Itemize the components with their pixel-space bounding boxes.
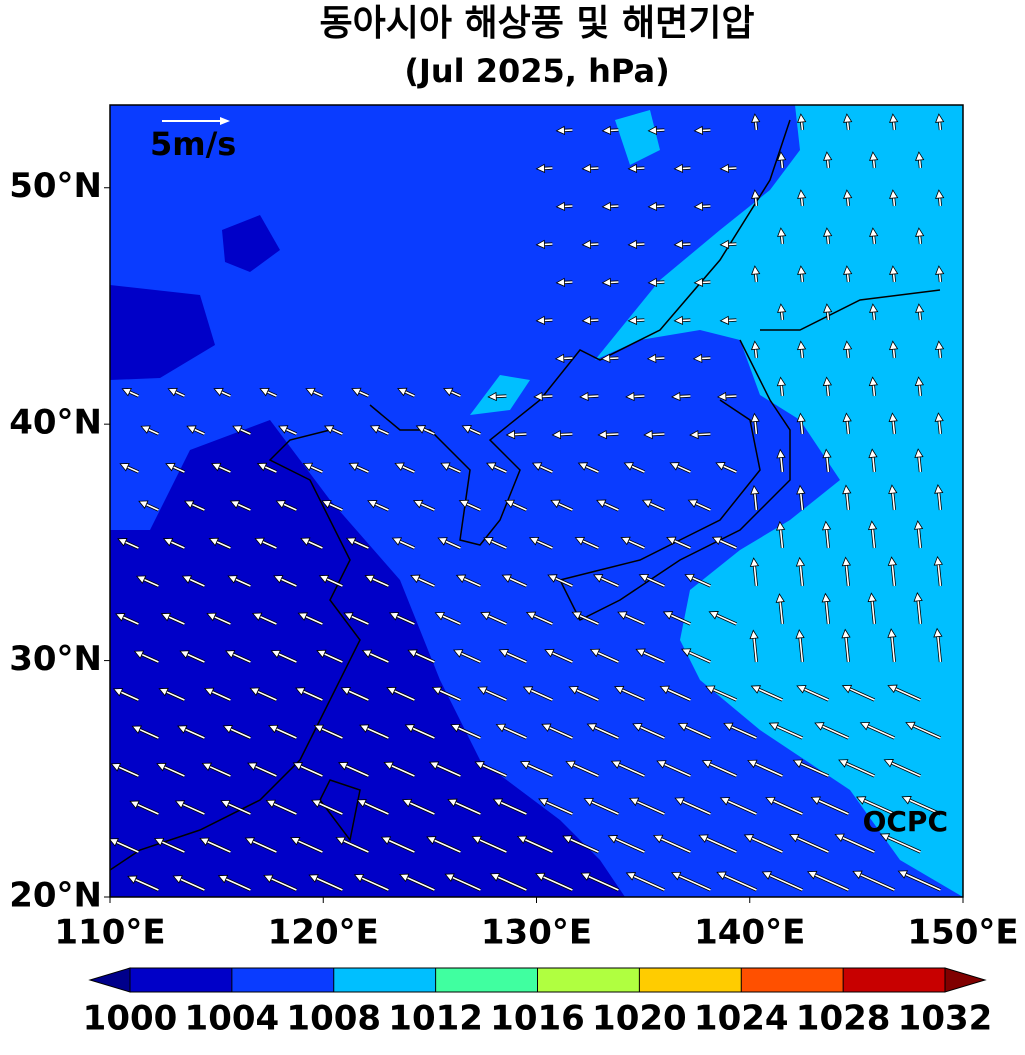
colorbar-label: 1024: [694, 999, 789, 1039]
wind-arrow: [781, 385, 782, 396]
wind-arrow: [874, 312, 875, 320]
wind-arrow: [940, 198, 941, 206]
colorbar-bin: [741, 968, 843, 992]
wind-arrow: [894, 349, 895, 358]
x-tick-label: 150°E: [907, 913, 1018, 953]
wind-arrow: [828, 160, 829, 168]
colorbar-bin: [436, 968, 538, 992]
colorbar-bin: [538, 968, 640, 992]
wind-arrow: [802, 274, 803, 282]
wind-arrow: [560, 434, 572, 435]
map-area: [109, 105, 963, 897]
wind-arrow: [920, 160, 921, 168]
colorbar-label: 1004: [185, 999, 280, 1039]
wind-arrow: [756, 122, 757, 130]
wind-arrow: [920, 312, 921, 320]
x-tick-label: 130°E: [481, 913, 592, 953]
watermark: OCPC: [863, 805, 948, 838]
wind-arrow: [606, 434, 618, 435]
subtitle: (Jul 2025, hPa): [404, 52, 669, 90]
wind-arrow: [873, 385, 874, 396]
x-tick-label: 110°E: [54, 913, 165, 953]
colorbar-label: 1012: [388, 999, 483, 1039]
wind-arrow: [874, 236, 875, 244]
colorbar-bin: [232, 968, 334, 992]
wind-arrow: [940, 274, 941, 282]
wind-arrow: [894, 122, 895, 130]
wind-arrow: [698, 434, 710, 435]
colorbar-bin: [639, 968, 741, 992]
wind-arrow: [940, 122, 941, 130]
colorbar-under: [90, 968, 130, 992]
wind-arrow: [634, 396, 644, 397]
colorbar-label: 1028: [796, 999, 891, 1039]
y-tick-label: 20°N: [9, 876, 102, 916]
colorbar-over: [945, 968, 985, 992]
wind-arrow: [652, 434, 664, 435]
wind-arrow: [588, 396, 598, 397]
wind-arrow: [802, 122, 803, 130]
wind-arrow: [680, 396, 691, 397]
colorbar-bin: [130, 968, 232, 992]
colorbar-bin: [334, 968, 436, 992]
x-tick-label: 120°E: [268, 913, 379, 953]
wind-arrow: [542, 396, 552, 397]
colorbar-label: 1020: [592, 999, 687, 1039]
wind-arrow: [726, 396, 737, 397]
wind-arrow: [756, 198, 757, 206]
wind-arrow: [802, 198, 803, 206]
colorbar-label: 1000: [83, 999, 178, 1039]
wind-arrow: [940, 349, 941, 358]
wind-arrow: [848, 122, 849, 130]
title: 동아시아 해상풍 및 해면기압: [319, 3, 754, 44]
x-tick-label: 140°E: [694, 913, 805, 953]
wind-arrow: [894, 274, 895, 282]
wind-arrow: [782, 160, 783, 168]
wind-arrow: [874, 160, 875, 168]
y-tick-label: 50°N: [9, 166, 102, 206]
wind-arrow: [496, 396, 506, 397]
colorbar-bin: [843, 968, 945, 992]
colorbar-label: 1016: [490, 999, 585, 1039]
wind-arrow: [920, 236, 921, 244]
colorbar-label: 1008: [286, 999, 381, 1039]
colorbar-label: 1032: [898, 999, 993, 1039]
wind-arrow: [848, 349, 849, 358]
wind-arrow: [782, 236, 783, 244]
wind-arrow: [848, 274, 849, 282]
wind-arrow: [894, 198, 895, 206]
wind-arrow: [802, 349, 803, 358]
wind-arrow: [848, 198, 849, 206]
wind-arrow: [828, 312, 829, 320]
wind-arrow: [827, 385, 828, 396]
y-tick-label: 40°N: [9, 403, 102, 443]
scale-label: 5m/s: [150, 125, 236, 163]
wind-arrow: [756, 274, 757, 282]
wind-arrow: [919, 385, 920, 396]
wind-arrow: [828, 236, 829, 244]
y-tick-label: 30°N: [9, 639, 102, 679]
wind-arrow: [515, 434, 527, 435]
wind-arrow: [756, 349, 757, 358]
wind-arrow: [782, 312, 783, 320]
